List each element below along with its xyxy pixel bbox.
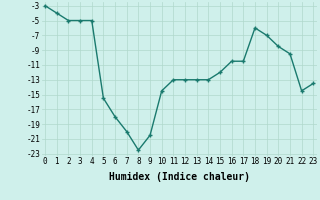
X-axis label: Humidex (Indice chaleur): Humidex (Indice chaleur) (109, 172, 250, 182)
